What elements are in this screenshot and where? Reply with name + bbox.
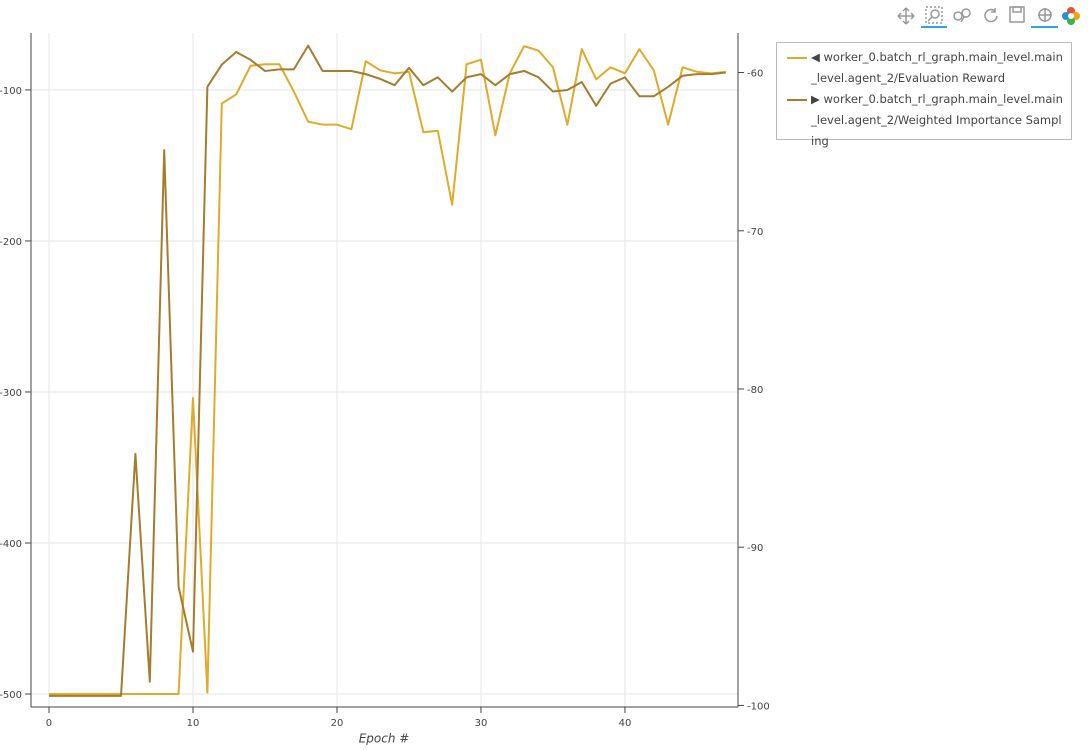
reset-tool[interactable] (984, 8, 998, 23)
y2-tick-label: -70 (747, 227, 763, 238)
y2-tick-label: -100 (747, 701, 770, 712)
y-tick-label: -500 (0, 690, 22, 701)
legend-label: ◀ worker_0.batch_rl_graph.main_level.mai… (811, 50, 1063, 85)
legend-swatch (787, 99, 807, 101)
box-zoom-tool[interactable] (921, 6, 947, 28)
crosshair-tool[interactable] (1031, 8, 1058, 28)
y2-tick-label: -60 (747, 69, 763, 80)
legend: ◀ worker_0.batch_rl_graph.main_level.mai… (776, 42, 1072, 148)
y-tick-label: -100 (0, 86, 22, 97)
x-tick-label: 10 (187, 718, 200, 729)
x-tick-label: 0 (46, 718, 52, 729)
legend-item[interactable]: ▶ worker_0.batch_rl_graph.main_level.mai… (787, 89, 1063, 152)
pan-tool[interactable] (897, 7, 915, 25)
toolbar (897, 6, 1080, 28)
legend-swatch (787, 57, 807, 59)
series-line (48, 45, 726, 696)
y-tick-label: -400 (0, 539, 22, 550)
legend-item[interactable]: ◀ worker_0.batch_rl_graph.main_level.mai… (787, 47, 1063, 89)
y-tick-label: -200 (0, 237, 22, 248)
wheel-zoom-tool[interactable] (953, 8, 971, 23)
bokeh-logo[interactable] (1062, 7, 1080, 25)
y-tick-label: -300 (0, 388, 22, 399)
x-tick-label: 30 (475, 718, 488, 729)
x-axis-label: Epoch # (359, 732, 410, 746)
series-line (48, 44, 726, 697)
save-tool[interactable] (1009, 6, 1025, 23)
x-tick-label: 20 (331, 718, 344, 729)
legend-label: ▶ worker_0.batch_rl_graph.main_level.mai… (811, 92, 1063, 148)
y2-tick-label: -80 (747, 385, 763, 396)
y2-tick-label: -90 (747, 543, 763, 554)
x-tick-label: 40 (619, 718, 632, 729)
